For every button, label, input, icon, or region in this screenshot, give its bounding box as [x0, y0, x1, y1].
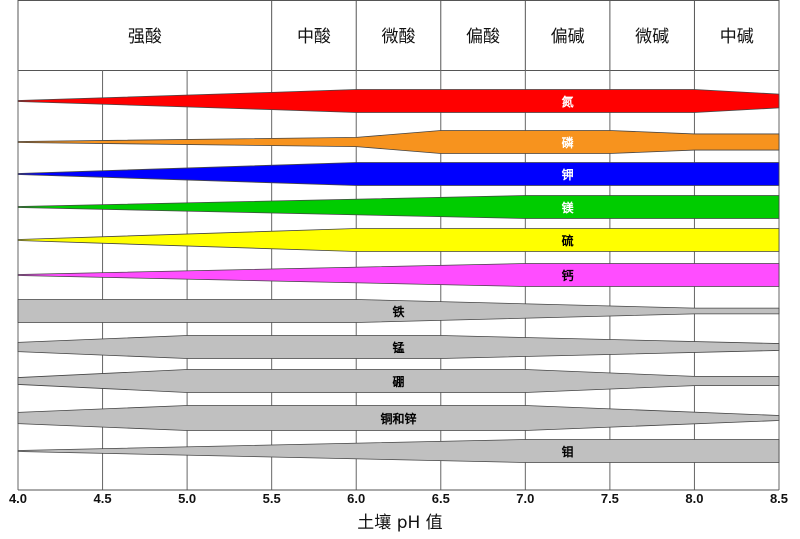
header-zone-label: 中碱	[720, 27, 754, 47]
band-label: 镁	[562, 200, 575, 215]
band-6	[17, 263, 780, 287]
band-5	[17, 228, 780, 252]
band-2	[17, 130, 780, 154]
band-1	[17, 89, 780, 113]
band-label: 磷	[562, 135, 575, 150]
x-tick-label: 5.0	[178, 491, 196, 506]
band-label: 硫	[562, 233, 574, 248]
band-label: 钼	[562, 444, 574, 459]
header-zone-label: 偏碱	[551, 27, 585, 47]
x-tick-label: 7.0	[516, 491, 534, 506]
band-label: 铜和锌	[380, 411, 416, 426]
band-label: 钙	[562, 268, 574, 283]
header-zone-label: 强酸	[128, 27, 162, 47]
band-label: 铁	[392, 304, 404, 319]
x-tick-label: 8.5	[770, 491, 788, 506]
x-tick-label: 4.5	[94, 491, 112, 506]
x-tick-label: 8.0	[685, 491, 703, 506]
band-label: 钾	[562, 167, 574, 182]
band-3	[17, 162, 780, 186]
header-zone-label: 偏酸	[466, 27, 500, 47]
header-zone-label: 中酸	[297, 27, 331, 47]
header-zone-label: 微碱	[635, 27, 669, 47]
x-axis-ticks: 4.0 4.5 5.0 5.5 6.0 6.5 7.0 7.5 8.0 8.5	[9, 491, 788, 506]
band-label: 氮	[562, 94, 574, 109]
x-axis-label: 土壤 pH 值	[357, 512, 442, 533]
band-9	[17, 369, 780, 393]
x-tick-label: 7.5	[601, 491, 619, 506]
band-label: 锰	[392, 340, 404, 355]
band-4	[17, 195, 780, 219]
band-8	[17, 335, 780, 359]
x-tick-label: 4.0	[9, 491, 27, 506]
x-tick-label: 6.5	[432, 491, 450, 506]
band-10	[17, 405, 780, 431]
band-label: 硼	[392, 374, 404, 389]
band-11	[17, 439, 780, 463]
x-tick-label: 6.0	[347, 491, 365, 506]
ph-zone-header: 强酸 中酸 微酸 偏酸 偏碱 微碱 中碱	[17, 0, 780, 71]
x-tick-label: 5.5	[263, 491, 281, 506]
band-7	[17, 299, 780, 323]
header-frame	[17, 0, 780, 71]
header-zone-label: 微酸	[382, 27, 416, 47]
